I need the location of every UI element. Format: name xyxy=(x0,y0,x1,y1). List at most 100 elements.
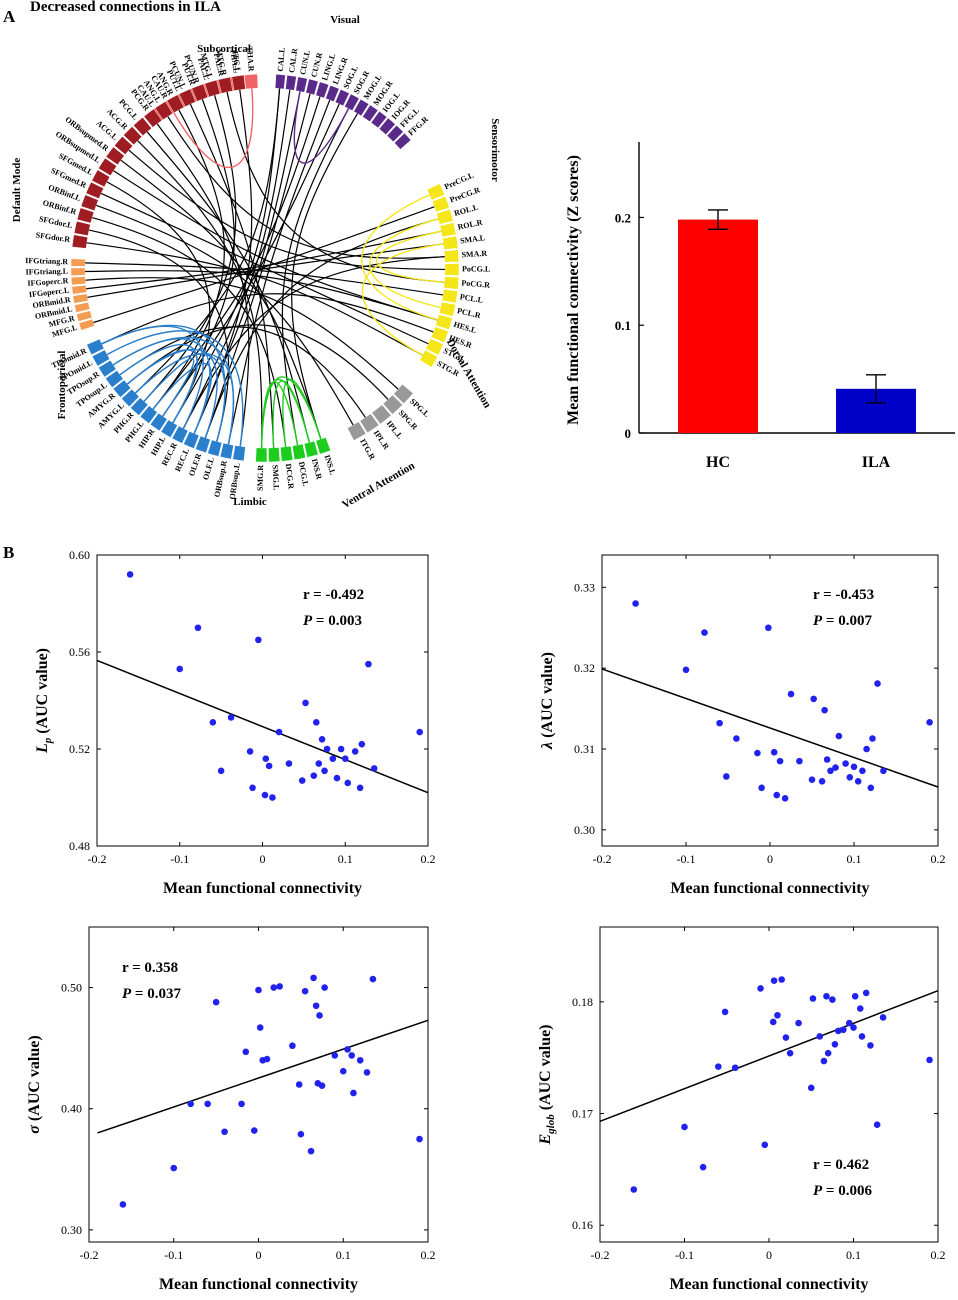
node-segment xyxy=(86,338,105,356)
node-segment xyxy=(394,132,412,150)
data-point xyxy=(276,983,283,990)
plot-frame xyxy=(601,554,939,847)
data-point xyxy=(307,1147,315,1155)
data-point xyxy=(858,1033,866,1040)
connection xyxy=(156,123,250,447)
data-point xyxy=(850,1024,857,1031)
node-segment xyxy=(268,447,281,463)
data-point xyxy=(315,760,323,767)
x-tick-label: 0.1 xyxy=(336,1248,351,1262)
node-label: ITG.R xyxy=(358,437,377,461)
node-segment xyxy=(195,435,211,454)
connection xyxy=(134,352,235,445)
node-segment xyxy=(133,117,152,136)
data-point xyxy=(782,1034,790,1041)
data-point xyxy=(869,735,876,742)
data-point xyxy=(263,1055,271,1063)
data-point xyxy=(786,1049,794,1057)
data-point xyxy=(261,791,269,799)
plot-frame xyxy=(96,554,429,847)
data-point xyxy=(630,1186,638,1193)
node-label: ROL.L xyxy=(453,203,479,218)
node-segment xyxy=(432,196,450,213)
group-label: Limbic xyxy=(233,496,267,508)
node-segment xyxy=(444,263,460,276)
x-tick-label: -0.1 xyxy=(677,852,696,866)
node-segment xyxy=(443,249,460,263)
data-point xyxy=(209,719,217,726)
node-segment xyxy=(71,276,86,286)
scatter-plot-lp: -0.2 -0.1 0 0.1 0.2 0.48 0.52 0.56 0.60 Mean func… xyxy=(34,548,436,897)
data-point xyxy=(776,757,784,765)
data-point xyxy=(310,772,318,779)
data-point xyxy=(754,749,761,757)
category-label: ILA xyxy=(862,454,891,471)
node-segment xyxy=(91,169,110,188)
plot-frame xyxy=(599,926,939,1243)
node-label: CAL.R xyxy=(287,48,299,74)
data-point xyxy=(757,985,764,992)
data-point xyxy=(204,1100,211,1108)
data-point xyxy=(809,995,817,1002)
panel-a-label: A xyxy=(3,7,16,26)
x-tick-label: 0 xyxy=(256,1248,262,1262)
node-segment xyxy=(98,157,117,176)
x-tick-label: -0.1 xyxy=(675,1248,694,1262)
x-tick-label: 0.1 xyxy=(847,852,862,866)
node-label: PCL.L xyxy=(459,292,483,304)
data-point xyxy=(723,773,730,780)
data-point xyxy=(810,695,817,703)
data-point xyxy=(795,1019,802,1027)
data-point xyxy=(269,794,276,801)
data-point xyxy=(682,666,690,674)
y-label-symbol: E xyxy=(537,1134,554,1146)
y-tick-label: 0.30 xyxy=(574,823,595,837)
data-point xyxy=(701,629,708,636)
data-point xyxy=(632,600,639,607)
connection xyxy=(92,217,287,447)
data-point xyxy=(854,778,862,785)
connection xyxy=(101,293,434,345)
node-segment xyxy=(439,222,457,238)
node-segment xyxy=(219,442,234,460)
data-point xyxy=(926,719,933,726)
data-point xyxy=(807,1084,815,1092)
node-segment xyxy=(393,384,414,404)
group-label: Default Mode xyxy=(11,158,23,223)
node-label: ORBsup.L xyxy=(228,462,242,500)
data-point xyxy=(832,764,839,771)
data-point xyxy=(856,1005,864,1012)
data-point xyxy=(879,1014,887,1021)
data-point xyxy=(333,774,341,782)
node-segment xyxy=(443,276,459,290)
data-point xyxy=(761,1141,769,1149)
node-segment xyxy=(91,349,110,367)
node-segment xyxy=(439,301,456,317)
node-label: HES.L xyxy=(453,320,478,335)
data-point xyxy=(363,1069,371,1076)
node-segment xyxy=(85,181,104,199)
node-segment xyxy=(183,431,200,449)
data-point xyxy=(781,795,789,802)
node-segment xyxy=(344,93,360,111)
y-tick-label: 0.30 xyxy=(61,1223,82,1237)
data-point xyxy=(758,784,765,792)
node-segment xyxy=(285,75,297,91)
data-point xyxy=(194,624,202,632)
node-label: SMG.R xyxy=(256,465,266,491)
y-axis-label: Lp (AUC value) xyxy=(34,648,54,754)
node-label: IPL.L xyxy=(385,419,405,441)
data-point xyxy=(318,736,326,743)
node-segment xyxy=(441,289,458,304)
data-point xyxy=(255,636,262,644)
data-point xyxy=(859,767,866,775)
node-segment xyxy=(435,314,453,330)
data-point xyxy=(249,784,256,792)
data-point xyxy=(312,719,320,726)
regression-line xyxy=(96,659,429,794)
x-tick-label: 0.2 xyxy=(421,852,436,866)
node-label: SMA.R xyxy=(461,249,487,260)
panel-a-title: Decreased connections in ILA xyxy=(30,0,221,15)
connection xyxy=(128,149,445,271)
y-tick-label: 0.2 xyxy=(615,210,631,225)
